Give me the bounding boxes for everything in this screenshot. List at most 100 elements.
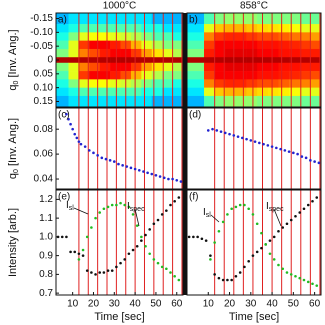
heat-cell xyxy=(225,71,237,80)
data-point xyxy=(160,213,164,216)
heat-cell xyxy=(110,48,121,58)
heat-cell xyxy=(56,71,69,80)
heat-cell xyxy=(187,13,205,25)
heat-cell xyxy=(162,87,173,97)
data-point xyxy=(298,276,302,280)
heat-cell xyxy=(214,40,226,50)
x-tick-label: 50 xyxy=(150,299,162,310)
heat-cell xyxy=(68,24,80,33)
data-point xyxy=(88,149,91,152)
data-point xyxy=(90,271,93,274)
heat-cell xyxy=(187,79,205,88)
data-point xyxy=(102,271,106,274)
heat-cell xyxy=(99,32,111,41)
heat-cell xyxy=(172,87,183,97)
data-point xyxy=(162,176,166,180)
heat-cell xyxy=(151,71,163,80)
data-point xyxy=(71,127,74,131)
data-point xyxy=(281,267,285,271)
heat-cell xyxy=(289,79,301,88)
panel-title: 858°C xyxy=(240,1,268,12)
data-point xyxy=(131,248,135,252)
heat-cell xyxy=(267,32,279,41)
heat-cell xyxy=(172,13,183,25)
heat-cell xyxy=(141,32,153,41)
data-point xyxy=(213,241,216,244)
heat-cell xyxy=(267,40,279,50)
data-point xyxy=(179,180,183,183)
data-point xyxy=(255,250,259,254)
annotation-main: I xyxy=(203,207,206,218)
panel-title: 1000°C xyxy=(103,1,136,12)
data-point xyxy=(285,271,289,274)
heat-cell xyxy=(162,71,173,80)
data-point xyxy=(156,218,160,222)
data-point xyxy=(217,276,221,280)
data-point xyxy=(104,157,108,161)
heat-cell xyxy=(204,71,215,80)
heat-cell xyxy=(187,62,205,72)
data-point xyxy=(119,201,122,205)
data-point xyxy=(262,142,265,146)
data-point xyxy=(135,224,139,227)
heat-cell xyxy=(214,62,226,72)
heat-cell xyxy=(299,62,311,72)
heat-cell xyxy=(56,95,69,107)
heat-cell xyxy=(162,13,173,25)
heat-cell xyxy=(151,79,163,88)
heat-cell xyxy=(225,24,237,33)
data-point xyxy=(289,218,293,222)
data-point xyxy=(311,199,314,203)
heat-cell xyxy=(56,79,69,88)
heat-cell xyxy=(310,87,321,97)
data-point xyxy=(152,222,156,226)
data-point xyxy=(146,171,149,175)
heat-cell xyxy=(310,79,321,88)
heat-cell xyxy=(267,87,279,97)
heat-cell xyxy=(310,24,321,33)
heat-cell xyxy=(310,95,321,107)
heat-cell xyxy=(235,87,247,97)
data-point xyxy=(69,250,72,254)
data-point xyxy=(247,207,250,211)
data-point xyxy=(81,254,85,257)
y-axis-label: q0 [Inv. Ang.] xyxy=(7,29,20,90)
data-point xyxy=(230,278,233,282)
heat-cell xyxy=(89,87,101,97)
panel xyxy=(187,13,321,107)
data-point xyxy=(150,172,154,176)
data-point xyxy=(94,216,97,220)
panel-label: (c) xyxy=(58,110,70,121)
heat-cell xyxy=(110,24,121,33)
data-point xyxy=(165,209,168,212)
heat-cell xyxy=(78,95,90,107)
heat-cell xyxy=(310,32,321,41)
heat-cell xyxy=(78,24,90,33)
heat-cell xyxy=(267,57,279,64)
data-point xyxy=(148,252,151,256)
heat-cell xyxy=(130,79,142,88)
heat-cell xyxy=(278,79,290,88)
heat-cell xyxy=(68,95,80,107)
y-axis-label-sub: 0 xyxy=(13,169,20,173)
heat-cell xyxy=(204,57,215,64)
heat-cell xyxy=(267,48,279,58)
y-tick-label: 0.10 xyxy=(34,82,54,93)
panel-frame xyxy=(55,189,184,296)
heat-cell xyxy=(225,62,237,72)
annotation: Isl xyxy=(66,200,74,212)
heat-cell xyxy=(99,71,111,80)
heat-cell xyxy=(151,13,163,25)
heat-cell xyxy=(162,62,173,72)
heat-cell xyxy=(289,57,301,64)
heat-cell xyxy=(130,57,142,64)
heat-cell xyxy=(235,32,247,41)
heat-cell xyxy=(110,40,121,50)
data-point xyxy=(169,203,172,207)
heat-cell xyxy=(289,62,301,72)
heat-cell xyxy=(151,24,163,33)
y-tick-label: 1.0 xyxy=(39,232,53,243)
data-point xyxy=(223,131,227,135)
annotation: Isl xyxy=(203,207,211,219)
heat-cell xyxy=(141,13,153,25)
